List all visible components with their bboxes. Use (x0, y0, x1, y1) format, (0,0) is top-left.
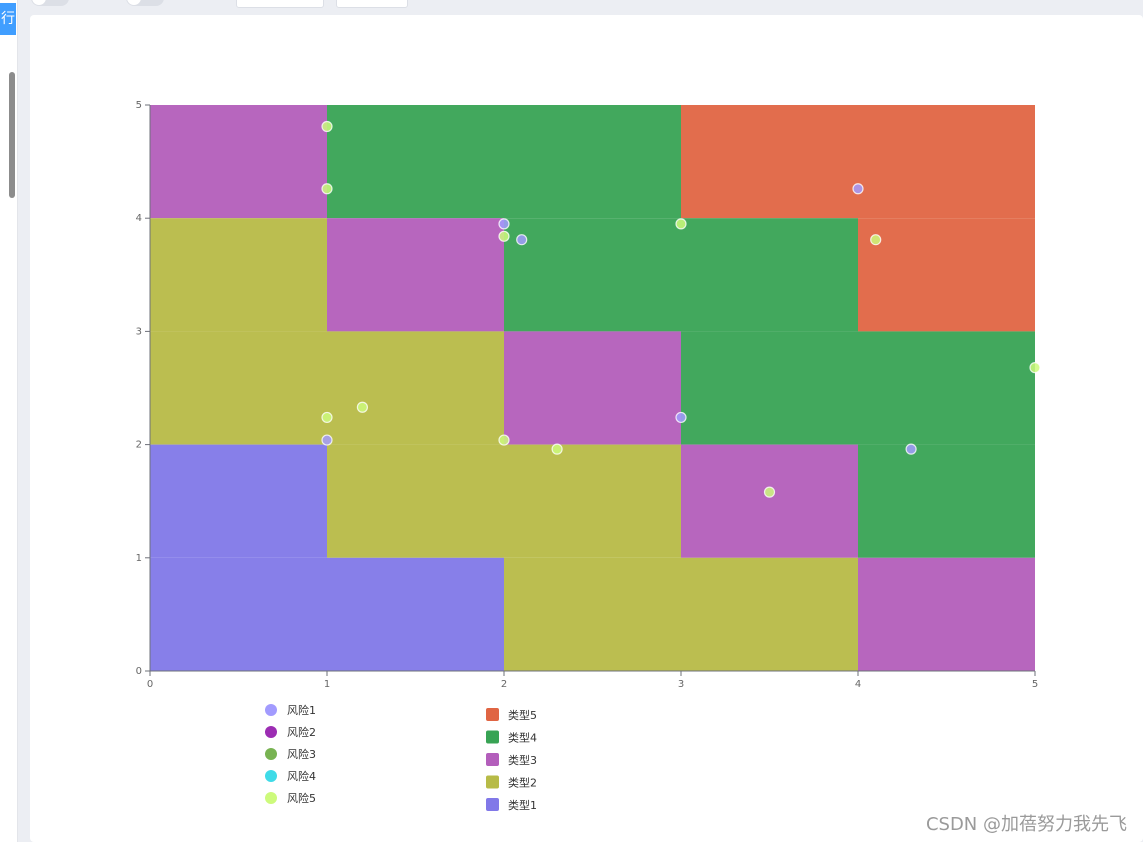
legend-marker (265, 792, 277, 804)
scatter-point (763, 486, 776, 498)
legend-marker (486, 775, 499, 789)
select-input[interactable] (236, 0, 324, 8)
scatter-point (498, 230, 510, 242)
heatmap-cell (150, 218, 327, 332)
heatmap-cell (681, 105, 1035, 219)
y-tick-label: 0 (136, 666, 142, 677)
text-input[interactable] (336, 0, 408, 8)
y-tick-label: 4 (136, 213, 142, 224)
legend-label: 类型3 (508, 753, 537, 767)
heatmap-cell (681, 444, 858, 558)
scatter-point (321, 120, 333, 133)
scatter-point (675, 411, 687, 424)
toolbar (17, 0, 1143, 8)
heatmap-cell (327, 218, 504, 332)
legend-marker (265, 726, 277, 738)
scatter-point (356, 401, 368, 413)
legend-marker (265, 704, 277, 716)
x-tick-label: 1 (324, 679, 330, 690)
heatmap-cell (504, 331, 681, 445)
heatmap-cell (327, 444, 681, 558)
watermark: CSDN @加蓓努力我先飞 (925, 814, 1127, 835)
x-tick-label: 3 (678, 679, 684, 690)
y-tick-label: 5 (136, 100, 142, 111)
heatmap-cell (681, 331, 1035, 445)
heatmap-cell (150, 331, 504, 445)
heatmap-cell (858, 557, 1035, 671)
toggle-switch[interactable] (31, 0, 69, 6)
heatmap-cell (858, 218, 1035, 332)
scatter-point (498, 434, 510, 446)
y-tick-label: 3 (136, 326, 142, 337)
legend-marker (486, 798, 499, 811)
scatter-point (321, 434, 333, 446)
x-tick-label: 0 (147, 679, 153, 690)
legend-label: 风险3 (287, 747, 316, 761)
legend-label: 风险4 (287, 769, 316, 783)
scatter-point (498, 218, 510, 230)
legend-label: 类型1 (508, 798, 537, 812)
left-sidebar: 行 (0, 0, 18, 842)
heatmap-cell (504, 218, 858, 332)
scatter-point (905, 443, 917, 455)
scatter-point (1029, 362, 1041, 374)
run-button[interactable]: 行 (0, 3, 16, 35)
x-tick-label: 4 (855, 679, 861, 690)
heatmap-cell (327, 105, 681, 219)
scatter-point (870, 234, 882, 246)
y-tick-label: 1 (136, 553, 142, 564)
heatmap-cell (150, 444, 327, 558)
scatter-point (675, 218, 687, 230)
legend-marker (486, 708, 499, 721)
legend-label: 类型2 (508, 776, 537, 790)
scatter-point (852, 183, 864, 195)
scatter-point (321, 183, 333, 195)
heatmap-cell (150, 105, 327, 219)
heatmap-cell (858, 444, 1035, 558)
legend-label: 风险2 (287, 725, 316, 739)
legend-marker (265, 748, 277, 760)
legend-label: 类型5 (508, 708, 537, 722)
heatmap-cell (150, 557, 504, 671)
legend-label: 风险1 (287, 703, 316, 717)
scatter-point (551, 443, 563, 455)
legend-marker (265, 770, 277, 782)
scatter-point (321, 411, 333, 424)
y-tick-label: 2 (136, 440, 142, 451)
heatmap-cell (504, 557, 858, 671)
toggle-switch[interactable] (126, 0, 164, 6)
x-tick-label: 2 (501, 679, 507, 690)
scrollbar-thumb[interactable] (9, 72, 15, 198)
legend-label: 风险5 (287, 791, 316, 805)
legend-marker (486, 730, 499, 744)
scatter-point (516, 234, 528, 246)
legend-label: 类型4 (508, 731, 537, 745)
legend-marker (486, 753, 499, 766)
x-tick-label: 5 (1032, 679, 1038, 690)
